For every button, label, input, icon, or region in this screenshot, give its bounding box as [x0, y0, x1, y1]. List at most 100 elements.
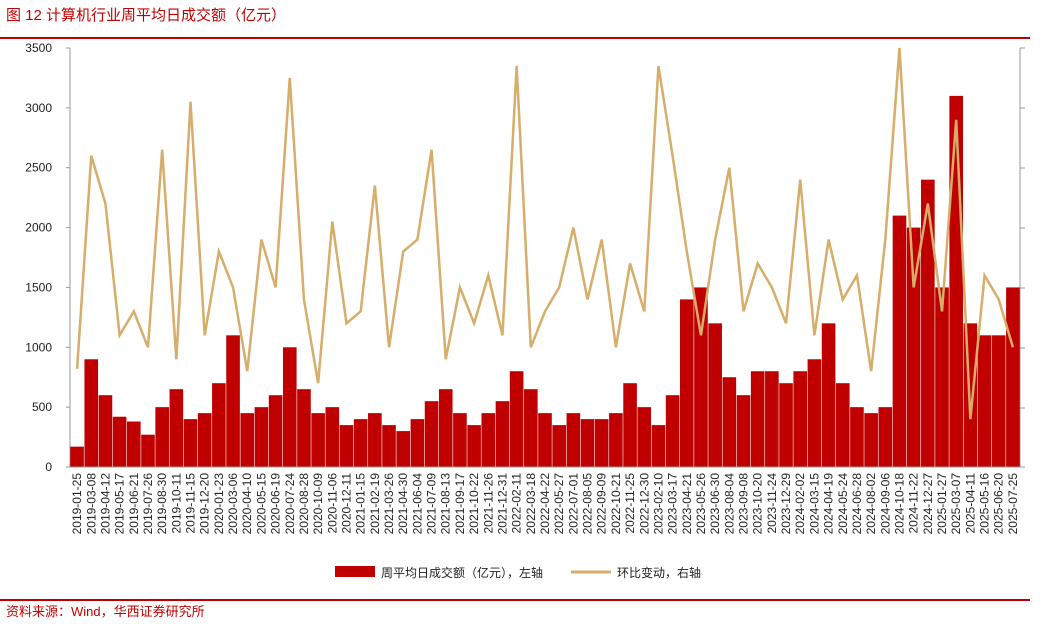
x-tick-label: 2019-11-15	[184, 473, 198, 534]
bar	[850, 407, 864, 467]
x-tick-label: 2019-06-21	[127, 473, 141, 535]
x-tick-label: 2023-09-08	[737, 473, 751, 535]
bar	[495, 401, 510, 467]
x-tick-label: 2021-02-19	[368, 473, 382, 535]
bar	[311, 413, 325, 467]
x-tick-label: 2022-09-09	[595, 473, 609, 535]
x-tick-label: 2021-12-31	[495, 473, 509, 535]
bar	[424, 401, 439, 467]
bar	[467, 425, 481, 467]
bar	[949, 95, 963, 467]
bar	[226, 335, 240, 467]
bar	[396, 431, 411, 467]
x-tick-label: 2023-05-26	[694, 473, 708, 535]
x-tick-label: 2022-04-22	[538, 473, 552, 535]
y-tick-label: 3500	[25, 41, 52, 55]
legend-label: 周平均日成交额（亿元），左轴	[381, 565, 543, 580]
bar	[878, 407, 893, 467]
bar	[921, 179, 935, 467]
x-tick-label: 2023-12-29	[779, 473, 793, 535]
x-tick-label: 2024-06-28	[850, 473, 864, 535]
bar	[339, 425, 354, 467]
x-tick-label: 2025-04-11	[963, 473, 977, 534]
bar	[509, 371, 524, 467]
x-tick-label: 2019-08-30	[155, 473, 169, 535]
x-tick-label: 2021-07-09	[425, 473, 439, 535]
bar	[368, 413, 382, 467]
bar	[240, 413, 255, 467]
bar	[651, 425, 666, 467]
x-tick-label: 2020-05-15	[254, 473, 268, 535]
bar	[481, 413, 496, 467]
x-tick-label: 2020-03-06	[226, 473, 240, 535]
bar	[1006, 287, 1020, 467]
x-tick-label: 2021-04-30	[396, 473, 410, 535]
x-tick-label: 2020-04-10	[240, 473, 254, 535]
x-tick-label: 2025-01-27	[935, 473, 949, 535]
x-tick-label: 2025-06-20	[992, 473, 1006, 535]
x-tick-label: 2019-04-12	[98, 473, 112, 535]
x-tick-label: 2023-08-04	[722, 473, 736, 535]
x-tick-label: 2022-12-30	[637, 473, 651, 535]
bar	[722, 377, 737, 467]
bar	[864, 413, 878, 467]
bar	[353, 419, 368, 467]
bar	[906, 227, 921, 467]
bar	[793, 371, 808, 467]
bar	[70, 446, 84, 467]
bar	[268, 395, 283, 467]
x-tick-label: 2024-05-24	[836, 473, 850, 535]
bar	[694, 287, 708, 467]
y-tick-label: 0	[45, 460, 52, 474]
x-tick-label: 2024-02-02	[793, 473, 807, 535]
bar	[609, 413, 623, 467]
bar	[325, 407, 340, 467]
bar	[141, 434, 155, 467]
bar	[282, 347, 297, 467]
x-tick-label: 2019-03-08	[84, 473, 98, 535]
bar	[679, 299, 694, 467]
x-tick-label: 2025-07-25	[1006, 473, 1020, 535]
x-tick-label: 2024-08-02	[864, 473, 878, 535]
x-tick-label: 2022-10-21	[609, 473, 623, 535]
bar	[807, 359, 822, 467]
bar	[637, 407, 652, 467]
x-tick-label: 2019-07-26	[141, 473, 155, 535]
x-tick-label: 2020-08-28	[297, 473, 311, 535]
x-tick-label: 2020-07-24	[283, 473, 297, 535]
x-tick-label: 2023-06-30	[708, 473, 722, 535]
x-tick-label: 2020-01-23	[212, 473, 226, 535]
x-tick-label: 2024-12-27	[921, 473, 935, 535]
x-tick-label: 2022-02-11	[510, 473, 524, 534]
x-tick-label: 2019-12-20	[198, 473, 212, 535]
x-tick-label: 2020-10-09	[311, 473, 325, 535]
bar	[892, 215, 907, 467]
x-tick-label: 2019-05-17	[113, 473, 127, 535]
x-tick-label: 2022-07-01	[566, 473, 580, 535]
y-tick-label: 3000	[25, 101, 52, 115]
x-tick-label: 2023-11-24	[765, 473, 779, 534]
line	[75, 47, 1015, 420]
y-tick-label: 2000	[25, 221, 52, 235]
x-tick-label: 2024-10-18	[892, 473, 906, 535]
bar	[169, 389, 184, 467]
bar	[197, 413, 212, 467]
x-tick-label: 2024-09-06	[878, 473, 892, 535]
bar	[835, 383, 850, 467]
bar	[127, 421, 141, 467]
bar	[453, 413, 467, 467]
bar	[977, 335, 992, 467]
legend-swatch	[335, 566, 375, 577]
bar	[410, 419, 425, 467]
x-tick-label: 2023-02-10	[651, 473, 665, 535]
x-tick-label: 2023-04-21	[680, 473, 694, 535]
bar	[821, 323, 836, 467]
bar	[98, 395, 113, 467]
bar	[297, 389, 311, 467]
y-tick-label: 2500	[25, 161, 52, 175]
x-tick-label: 2022-11-25	[623, 473, 637, 534]
bar	[538, 413, 552, 467]
bar	[438, 389, 453, 467]
y-tick-label: 1500	[25, 280, 52, 294]
x-tick-label: 2022-05-27	[552, 473, 566, 535]
